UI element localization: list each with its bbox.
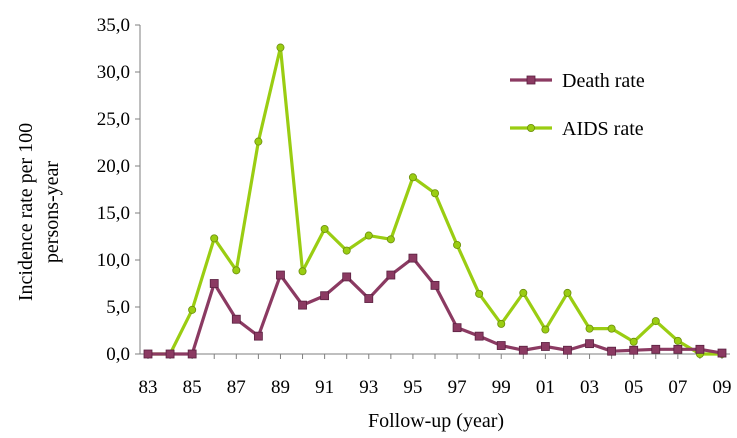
x-tick-label: 91 — [315, 377, 334, 398]
y-tick-label: 0,0 — [106, 344, 130, 365]
aids-rate-point — [453, 240, 462, 249]
x-tick-label: 99 — [492, 377, 511, 398]
death-rate-point — [253, 331, 263, 341]
legend-swatch-marker — [527, 124, 536, 133]
x-tick-label: 83 — [139, 377, 158, 398]
death-rate-point — [629, 345, 639, 355]
death-rate-point — [143, 349, 153, 359]
x-tick-label: 03 — [580, 377, 599, 398]
legend-item-death-rate: Death rate — [510, 70, 645, 92]
aids-rate-point — [430, 189, 439, 198]
legend-swatch-marker — [526, 75, 536, 85]
y-axis-title: Incidence rate per 100 persons-year — [15, 123, 63, 301]
aids-rate-point — [497, 319, 506, 328]
death-rate-point — [187, 349, 197, 359]
aids-rate-point — [519, 288, 528, 297]
legend-label: Death rate — [562, 70, 645, 92]
aids-rate-point — [651, 317, 660, 326]
death-rate-point — [298, 300, 307, 310]
aids-rate-point — [188, 305, 197, 314]
aids-rate-point — [475, 289, 484, 298]
death-rate-point — [386, 270, 396, 280]
aids-rate-point — [210, 234, 219, 243]
x-tick-label: 09 — [713, 377, 732, 398]
aids-rate-point — [607, 324, 616, 333]
death-rate-point — [320, 291, 330, 301]
x-tick-label: 97 — [448, 377, 467, 398]
death-rate-point — [496, 341, 506, 350]
series-death-rate — [143, 253, 727, 359]
y-tick-label: 20,0 — [97, 156, 130, 177]
death-rate-point — [276, 270, 285, 280]
death-rate-point — [651, 344, 661, 354]
y-tick-label: 15,0 — [97, 203, 130, 224]
y-axis-title-line-2: persons-year — [41, 161, 63, 264]
aids-rate-point — [386, 235, 395, 244]
aids-rate-point — [673, 336, 682, 345]
death-rate-point — [717, 348, 727, 358]
x-tick-label: 93 — [359, 377, 378, 398]
death-rate-point — [231, 314, 241, 324]
x-axis-title: Follow-up (year) — [368, 410, 504, 432]
aids-rate-point — [585, 324, 594, 333]
x-tick-label: 87 — [227, 377, 246, 398]
death-rate-point — [540, 342, 550, 351]
y-tick-label: 35,0 — [97, 15, 130, 36]
y-tick-label: 10,0 — [97, 250, 130, 271]
death-rate-point — [563, 345, 572, 355]
death-rate-point — [209, 279, 219, 288]
death-rate-point — [342, 272, 352, 282]
death-rate-point — [165, 349, 175, 359]
aids-rate-point — [364, 231, 373, 240]
death-rate-point — [585, 339, 594, 349]
aids-rate-point — [408, 173, 417, 182]
x-tick-label: 07 — [668, 377, 687, 398]
death-rate-point — [695, 344, 705, 354]
aids-rate-point — [254, 137, 263, 146]
death-rate-point — [607, 346, 617, 356]
death-rate-point — [430, 280, 440, 290]
aids-rate-point — [298, 267, 307, 276]
death-rate-point — [673, 344, 683, 354]
aids-rate-line — [148, 45, 722, 356]
death-rate-point — [452, 323, 462, 333]
y-axis-title-line-1: Incidence rate per 100 — [15, 123, 37, 301]
death-rate-point — [518, 345, 528, 355]
x-tick-label: 01 — [536, 377, 555, 398]
aids-rate-point — [276, 43, 285, 52]
death-rate-point — [364, 294, 374, 303]
y-tick-label: 30,0 — [97, 62, 130, 83]
aids-rate-point — [541, 325, 550, 334]
aids-rate-point — [342, 246, 351, 255]
x-tick-label: 85 — [183, 377, 202, 398]
legend-label: AIDS rate — [562, 118, 644, 140]
y-tick-label: 25,0 — [97, 109, 130, 130]
aids-rate-point — [629, 337, 638, 346]
x-tick-label: 05 — [624, 377, 643, 398]
y-tick-label: 5,0 — [106, 297, 130, 318]
aids-rate-point — [320, 224, 329, 233]
x-axis: 83 85 87 89 91 93 95 97 99 01 03 05 07 09 — [139, 353, 732, 398]
y-axis: 0,0 5,0 10,0 15,0 20,0 25,0 30,0 35,0 — [97, 15, 141, 365]
legend-item-aids-rate: AIDS rate — [510, 118, 644, 140]
x-tick-label: 95 — [403, 377, 422, 398]
legend: Death rate AIDS rate — [510, 70, 645, 140]
x-tick-label: 89 — [271, 377, 290, 398]
series-layer — [143, 43, 727, 359]
death-rate-point — [408, 253, 418, 263]
death-rate-point — [474, 331, 484, 341]
aids-rate-point — [563, 288, 572, 297]
aids-rate-point — [232, 266, 241, 275]
